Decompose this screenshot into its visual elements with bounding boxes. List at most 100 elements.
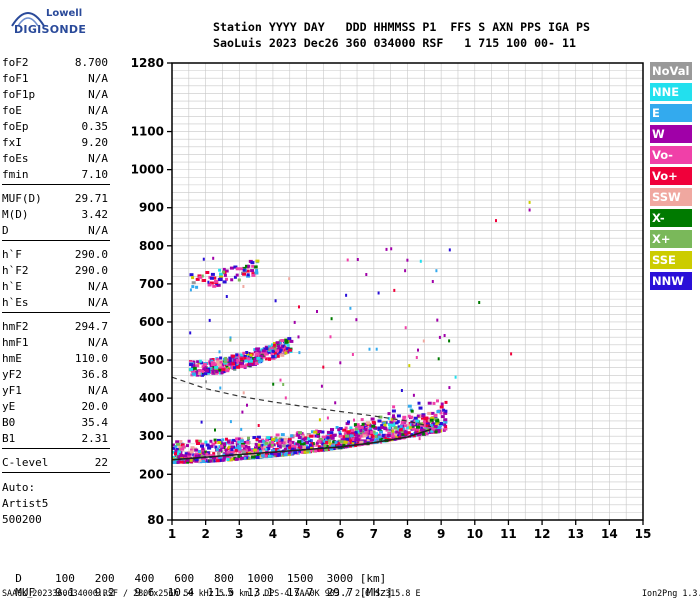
- echo-point: [245, 269, 250, 273]
- echo-point: [186, 444, 189, 448]
- echo-point: [221, 368, 226, 372]
- echo-point: [222, 442, 227, 446]
- echo-point: [375, 347, 378, 351]
- echo-point: [211, 361, 215, 365]
- echo-point: [373, 439, 377, 443]
- y-tick-label: 1000: [131, 163, 164, 177]
- echo-point: [425, 421, 430, 425]
- echo-point: [411, 423, 416, 427]
- echo-point: [257, 424, 260, 427]
- echo-point: [274, 299, 277, 303]
- echo-point: [283, 347, 287, 351]
- echo-point: [208, 361, 213, 365]
- echo-point: [353, 423, 357, 427]
- echo-point: [219, 386, 222, 390]
- echo-point: [343, 432, 347, 436]
- echo-point: [230, 448, 234, 452]
- echo-point: [433, 425, 438, 428]
- echo-point: [356, 430, 360, 434]
- echo-point: [280, 339, 285, 342]
- echo-point: [261, 439, 266, 443]
- param-row: yF2 36.8: [2, 368, 108, 382]
- echo-point: [359, 440, 364, 444]
- echo-point: [404, 269, 407, 273]
- echo-point: [209, 276, 214, 280]
- echo-point: [275, 349, 279, 353]
- echo-point: [349, 426, 353, 430]
- true-height-profile: [171, 376, 432, 428]
- param-value: N/A: [88, 224, 108, 237]
- legend-item: Vo+: [650, 167, 692, 185]
- echo-point: [243, 448, 248, 452]
- echo-point: [528, 208, 531, 212]
- echo-point: [175, 452, 180, 456]
- separator: [2, 312, 110, 313]
- echo-point: [279, 348, 283, 352]
- y-tick-label: 1280: [131, 56, 164, 70]
- echo-point: [370, 417, 375, 421]
- echo-point: [247, 448, 252, 452]
- echo-point: [440, 415, 445, 419]
- echo-point: [220, 371, 224, 375]
- echo-point: [448, 248, 451, 252]
- echo-point: [214, 440, 217, 444]
- table-cell: 100: [41, 572, 82, 585]
- table-cell: 29.7: [320, 586, 360, 599]
- echo-point: [397, 431, 402, 435]
- echo-point: [363, 422, 367, 426]
- echo-point: [362, 434, 367, 438]
- echo-point: [368, 434, 371, 438]
- echo-point: [262, 347, 266, 351]
- echo-point: [184, 452, 188, 456]
- echo-point: [250, 261, 255, 265]
- echo-point: [443, 427, 448, 431]
- echo-point: [218, 350, 221, 354]
- echo-point: [215, 371, 219, 375]
- echo-point: [298, 431, 302, 435]
- echo-point: [185, 458, 189, 462]
- echo-point: [422, 339, 425, 343]
- echo-point: [437, 357, 440, 361]
- echo-point: [234, 457, 239, 461]
- echo-point: [397, 425, 401, 429]
- echo-point: [329, 335, 332, 339]
- echo-point: [360, 418, 364, 422]
- echo-point: [217, 441, 222, 444]
- echo-point: [219, 356, 223, 360]
- echo-point: [278, 441, 282, 445]
- param-value: N/A: [88, 296, 108, 309]
- param-name: yF1: [2, 384, 22, 397]
- param-row: fmin 7.10: [2, 168, 108, 182]
- echo-point: [207, 280, 210, 284]
- echo-point: [175, 440, 180, 444]
- echo-point: [277, 452, 280, 456]
- separator: [2, 240, 110, 241]
- echo-point: [235, 447, 239, 451]
- table-cell: 17.7: [280, 586, 320, 599]
- echo-point: [328, 442, 332, 446]
- echo-point: [388, 423, 392, 426]
- x-tick-label: 5: [302, 527, 310, 541]
- echo-point: [420, 426, 424, 430]
- echo-point: [231, 354, 236, 358]
- echo-point: [389, 429, 394, 433]
- echo-point: [238, 450, 242, 454]
- param-value: 8.700: [74, 56, 108, 69]
- echo-point: [191, 372, 196, 376]
- echo-point: [377, 426, 382, 430]
- echo-point: [226, 458, 230, 461]
- echo-point: [391, 424, 396, 427]
- header-values: SaoLuis 2023 Dec26 360 034000 RSF 1 715 …: [213, 36, 576, 50]
- separator: [2, 184, 110, 185]
- echo-point: [293, 320, 296, 324]
- x-tick-label: 13: [567, 527, 584, 541]
- echo-point: [237, 455, 241, 459]
- echo-point: [229, 266, 234, 270]
- echo-point: [225, 449, 228, 453]
- echo-point: [354, 433, 358, 437]
- echo-point: [297, 446, 301, 450]
- echo-point: [212, 456, 216, 460]
- echo-point: [226, 368, 230, 372]
- separator: [2, 472, 110, 473]
- echo-point: [380, 424, 384, 428]
